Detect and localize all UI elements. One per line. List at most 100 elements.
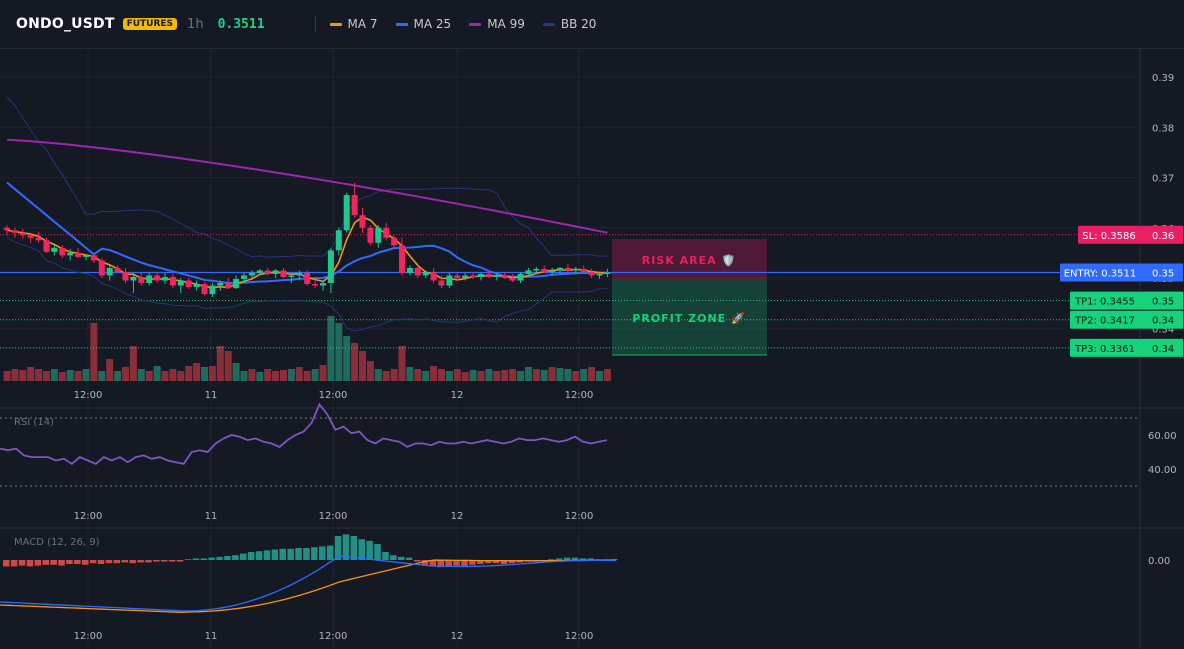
macd-histogram-bar [492, 560, 500, 564]
macd-histogram-bar [563, 557, 571, 560]
volume-bar [280, 370, 287, 381]
volume-bar [193, 363, 201, 381]
tp1-axis-tag-label: 0.35 [1152, 297, 1174, 308]
candle-body [359, 215, 366, 228]
candle-body [335, 230, 342, 251]
tp3-axis-tag [1140, 338, 1183, 357]
candle-body [485, 273, 492, 277]
candle-body [399, 245, 405, 273]
macd-histogram-bar [398, 556, 405, 560]
macd-histogram-bar [232, 555, 239, 560]
macd-histogram-bar [287, 548, 294, 560]
timeframe-label[interactable]: 1h [187, 16, 204, 32]
symbol-label[interactable]: ONDO_USDT [16, 16, 115, 32]
candle-body [146, 275, 153, 284]
candle-body [233, 279, 240, 289]
macd-histogram-bar [453, 560, 460, 566]
tp2-tag-label: TP2: 0.3417 [1074, 316, 1135, 327]
macd-histogram-bar [334, 536, 342, 560]
macd-histogram-bar [382, 552, 389, 560]
candle-body [98, 260, 105, 276]
candle-body [391, 237, 398, 246]
macd-histogram-bar [184, 559, 192, 560]
tp3-axis-tag-label: 0.34 [1152, 344, 1174, 355]
futures-badge: FUTURES [122, 18, 178, 30]
macd-histogram-bar [255, 551, 263, 560]
volume-bar [343, 336, 351, 381]
candle-body [549, 270, 556, 272]
volume-bar [580, 369, 588, 381]
candle-body [67, 252, 74, 256]
header-divider [314, 16, 316, 32]
macd-histogram-bar [366, 540, 373, 560]
candle-body [154, 275, 161, 281]
time-tick-label: 12:00 [319, 631, 348, 642]
stop-loss-tag [1078, 225, 1140, 244]
candle-body [193, 284, 200, 288]
volume-bar [153, 366, 161, 381]
candle-body [541, 268, 548, 272]
tp3-tag-label: TP3: 0.3361 [1074, 344, 1135, 355]
volume-bar [208, 366, 216, 381]
candlesticks [4, 182, 611, 298]
volume-bar [98, 371, 106, 381]
bb20-swatch [542, 22, 555, 26]
candle-body [470, 275, 477, 277]
entry-tag-label: ENTRY: 0.3511 [1064, 268, 1137, 279]
volume-bar [256, 372, 264, 381]
macd-histogram-bar [484, 560, 492, 564]
volume-bar [11, 369, 19, 381]
candle-body [185, 280, 192, 288]
candle-body [375, 227, 382, 243]
macd-histogram-bar [240, 553, 247, 560]
entry-axis-tag [1140, 263, 1183, 282]
moving-averages [6, 138, 608, 289]
candle-body [114, 267, 121, 272]
ma7-swatch [329, 22, 342, 26]
macd-histogram-bar [413, 560, 421, 562]
legend-ma25[interactable]: MA 25 [395, 17, 451, 31]
candle-body [580, 268, 587, 272]
volume-bar [27, 367, 35, 381]
volume-bar [477, 371, 485, 381]
time-tick-label: 12 [451, 511, 464, 522]
macd-histogram-bar [26, 560, 34, 567]
candle-body [256, 270, 263, 273]
legend-bb20[interactable]: BB 20 [542, 17, 596, 31]
volume-bar [493, 371, 501, 381]
macd-histogram-bar [168, 560, 176, 562]
macd-histogram-bar [34, 560, 42, 566]
volume-bar [501, 370, 509, 381]
volume-bar [469, 370, 477, 381]
legend-ma7-label: MA 7 [347, 17, 378, 31]
macd-histogram-bar [445, 560, 452, 567]
candle-body [75, 252, 82, 257]
legend-ma99[interactable]: MA 99 [469, 17, 525, 31]
macd-histogram-bar [161, 560, 168, 562]
macd-histogram-bar [208, 557, 215, 560]
ma25-swatch [395, 22, 408, 26]
macd-histogram-bar [58, 560, 65, 566]
volume-bar [311, 369, 319, 381]
macd-histogram-bar [216, 556, 223, 560]
volume-bar [485, 369, 493, 381]
volume-bar [382, 371, 390, 381]
candle-body [462, 275, 469, 278]
candle-body [343, 195, 350, 231]
entry-axis-tag-label: 0.35 [1152, 268, 1174, 279]
volume-bar [224, 351, 232, 381]
candle-body [177, 280, 184, 286]
candle-body [327, 250, 334, 284]
volume-bar [453, 369, 461, 381]
macd-title: MACD (12, 26, 9) [14, 537, 100, 548]
candle-body [438, 280, 445, 286]
volume-bar [145, 371, 153, 381]
macd-histogram-bar [405, 557, 413, 560]
volume-bar [524, 367, 532, 381]
candle-body [596, 273, 603, 276]
legend-ma7[interactable]: MA 7 [329, 17, 378, 31]
macd-histogram-bar [279, 548, 286, 560]
macd-histogram-bar [121, 560, 128, 563]
volume-bar [390, 369, 398, 381]
